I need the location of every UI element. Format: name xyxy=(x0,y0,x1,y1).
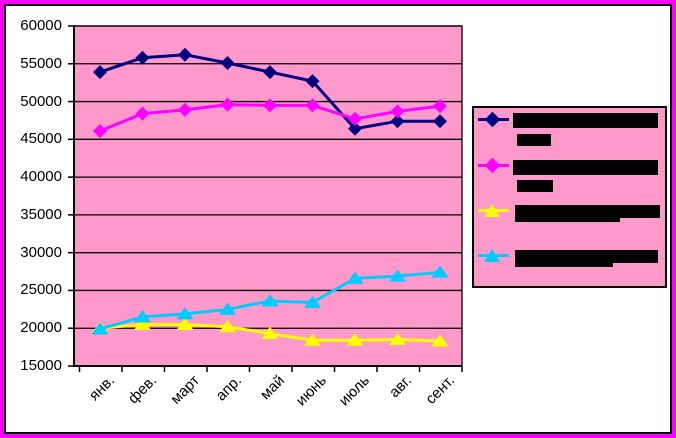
data-point-s4-c3 xyxy=(219,302,236,315)
data-point-s1-c4 xyxy=(263,65,277,80)
data-point-s1-c0 xyxy=(93,65,107,80)
data-point-s3-c2 xyxy=(176,317,194,330)
legend-marker-diamond-icon xyxy=(484,111,501,128)
data-point-s1-c1 xyxy=(135,50,150,65)
data-point-s3-c5 xyxy=(304,333,321,346)
y-axis-tick-label: 55000 xyxy=(20,55,62,72)
data-point-s2-c7 xyxy=(390,104,405,119)
data-point-s1-c6 xyxy=(348,121,362,136)
redacted-legend-label xyxy=(515,205,660,218)
data-point-s3-c6 xyxy=(346,333,364,346)
legend-marker-triangle-icon xyxy=(484,249,500,262)
redacted-legend-label xyxy=(515,250,658,263)
y-axis-tick-label: 25000 xyxy=(20,281,62,298)
data-point-s4-c5 xyxy=(304,295,321,309)
y-axis-tick-label: 50000 xyxy=(20,93,62,110)
data-point-s4-c4 xyxy=(261,294,279,307)
data-point-s3-c3 xyxy=(219,319,236,333)
redacted-legend-label xyxy=(517,134,551,146)
data-point-s2-c1 xyxy=(135,106,150,121)
legend-marker-triangle-icon xyxy=(484,204,500,217)
data-point-s2-c5 xyxy=(305,98,320,113)
data-point-s2-c2 xyxy=(178,102,192,117)
data-point-s2-c6 xyxy=(348,111,362,126)
redacted-legend-label xyxy=(517,180,553,192)
redacted-legend-label xyxy=(515,218,620,222)
data-point-s2-c0 xyxy=(93,124,107,139)
data-point-s1-c8 xyxy=(433,114,447,129)
y-axis-tick-label: 20000 xyxy=(20,319,62,336)
plot-area-background xyxy=(74,26,462,366)
data-point-s4-c2 xyxy=(176,306,194,320)
data-point-s2-c4 xyxy=(263,98,277,113)
data-point-s3-c8 xyxy=(431,334,449,347)
data-point-s3-c4 xyxy=(261,326,279,340)
y-axis-tick-label: 15000 xyxy=(20,357,62,374)
data-point-s4-c6 xyxy=(346,271,364,284)
legend-marker-diamond-icon xyxy=(484,157,501,174)
data-point-s1-c3 xyxy=(220,56,235,71)
y-axis-tick-label: 30000 xyxy=(20,244,62,261)
data-point-s1-c2 xyxy=(178,47,192,62)
legend xyxy=(472,106,667,288)
data-point-s1-c5 xyxy=(305,74,320,89)
data-point-s2-c8 xyxy=(433,99,447,114)
y-axis-tick-label: 45000 xyxy=(20,130,62,147)
data-point-s3-c1 xyxy=(134,317,151,330)
data-point-s4-c7 xyxy=(389,269,406,282)
data-point-s2-c3 xyxy=(220,97,235,112)
data-point-s4-c0 xyxy=(91,321,109,335)
data-point-s4-c8 xyxy=(431,265,449,278)
y-axis-tick-label: 35000 xyxy=(20,206,62,223)
redacted-legend-label xyxy=(513,160,658,175)
y-axis-tick-label: 40000 xyxy=(20,168,62,185)
data-point-s1-c7 xyxy=(390,114,405,129)
data-point-s3-c7 xyxy=(389,332,406,346)
redacted-legend-label xyxy=(515,263,613,267)
y-axis-tick-label: 60000 xyxy=(20,17,62,34)
data-point-s4-c1 xyxy=(134,309,151,323)
redacted-legend-label xyxy=(513,113,658,128)
